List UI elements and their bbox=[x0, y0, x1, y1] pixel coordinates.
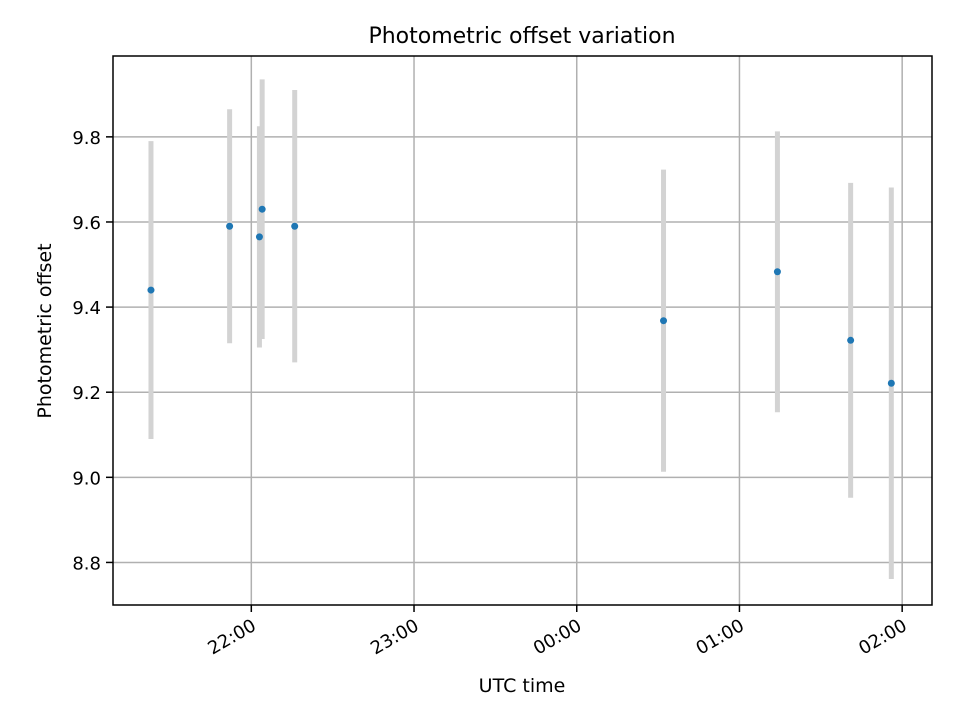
x-tick-label: 23:00 bbox=[367, 615, 422, 659]
x-axis-label: UTC time bbox=[479, 675, 566, 697]
data-point bbox=[226, 222, 234, 230]
y-tick-label: 9.2 bbox=[72, 383, 101, 404]
data-point bbox=[887, 379, 895, 387]
y-tick-label: 9.0 bbox=[72, 468, 101, 489]
y-tick-label: 8.8 bbox=[72, 553, 101, 574]
y-tick-label: 9.6 bbox=[72, 213, 101, 234]
data-points bbox=[147, 205, 895, 387]
errorbars bbox=[148, 79, 894, 580]
x-axis-ticks: 22:00 23:00 00:00 01:00 02:00 bbox=[204, 605, 911, 659]
y-tick-label: 9.8 bbox=[72, 128, 101, 149]
data-point bbox=[291, 222, 299, 230]
x-tick-label: 02:00 bbox=[855, 615, 910, 659]
data-point bbox=[147, 286, 155, 294]
x-tick-label: 00:00 bbox=[530, 615, 585, 659]
grid bbox=[113, 56, 932, 605]
data-point bbox=[258, 205, 266, 213]
plot-frame bbox=[112, 55, 933, 606]
data-point bbox=[255, 233, 263, 241]
y-axis-label: Photometric offset bbox=[34, 243, 56, 418]
data-point bbox=[773, 268, 781, 276]
data-point bbox=[660, 317, 668, 325]
x-tick-label: 22:00 bbox=[204, 615, 259, 659]
y-tick-label: 9.4 bbox=[72, 298, 101, 319]
x-tick-label: 01:00 bbox=[693, 615, 748, 659]
chart-title: Photometric offset variation bbox=[368, 24, 675, 49]
y-axis-ticks: 8.8 9.0 9.2 9.4 9.6 9.8 bbox=[72, 128, 113, 574]
data-point bbox=[847, 336, 855, 344]
